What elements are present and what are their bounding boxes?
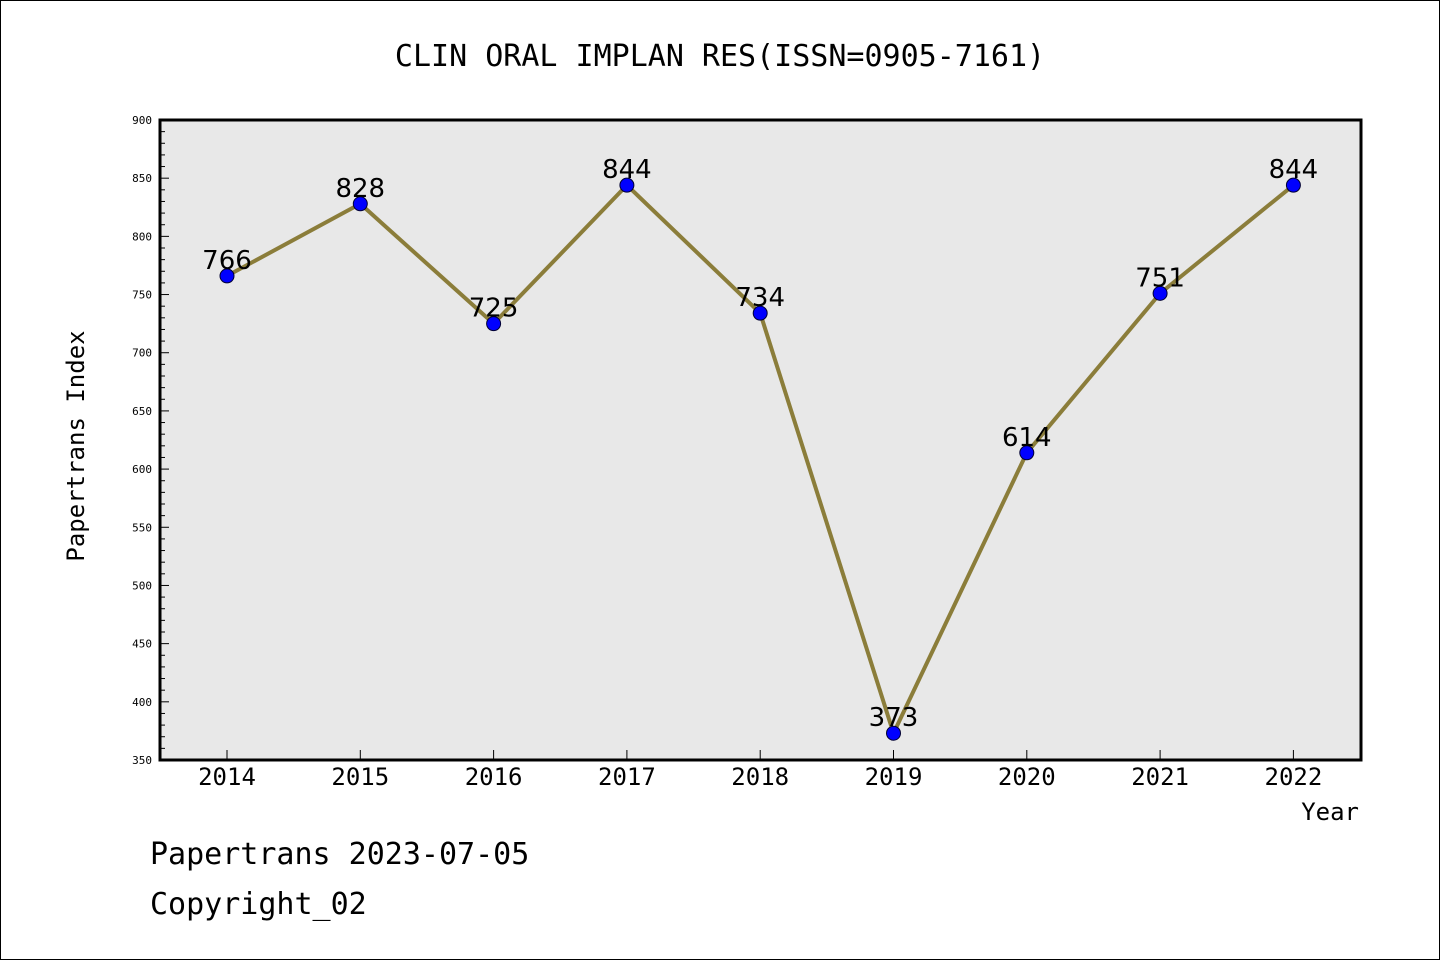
data-label: 734 [735,283,785,313]
y-tick-label: 550 [132,521,152,534]
y-tick-label: 650 [132,405,152,418]
data-point [1019,445,1035,461]
x-axis-label: Year [1301,798,1359,826]
x-tick-label: 2021 [1131,763,1189,791]
chart-title: CLIN ORAL IMPLAN RES(ISSN=0905-7161) [395,39,1045,74]
data-point [1152,285,1168,301]
x-tick-label: 2020 [998,763,1056,791]
y-tick-label: 750 [132,289,152,302]
data-point [619,177,635,193]
y-tick-label: 600 [132,463,152,476]
data-label: 844 [1269,155,1319,185]
data-label: 373 [869,703,919,733]
y-tick-label: 400 [132,696,152,709]
y-axis: 350 400 450 500 550 600 650 700 750 800 850 900 [132,114,169,767]
x-tick-label: 2022 [1265,763,1323,791]
x-tick-label: 2015 [331,763,389,791]
data-point [1285,177,1301,193]
y-tick-label: 800 [132,230,152,243]
data-point [486,316,502,332]
plot-area [158,118,1363,762]
x-axis: 2014 2015 2016 2017 2018 2019 2020 2021 2022 [198,750,1322,791]
data-label: 751 [1135,263,1185,293]
data-label: 766 [202,246,252,276]
footer-date: Papertrans 2023-07-05 [150,837,529,872]
x-tick-label: 2014 [198,763,256,791]
y-tick-label: 350 [132,754,152,767]
data-point [752,305,768,321]
y-tick-label: 700 [132,347,152,360]
data-point [219,268,235,284]
x-tick-label: 2016 [465,763,523,791]
x-tick-label: 2017 [598,763,656,791]
y-tick-label: 900 [132,114,152,127]
series [219,177,1301,741]
data-labels: 766 828 725 844 734 373 614 751 844 [202,155,1318,733]
data-point [886,725,901,741]
data-label: 844 [602,155,652,185]
footer-copyright: Copyright_02 [150,887,367,922]
data-point [352,196,368,212]
y-tick-label: 500 [132,579,152,592]
y-axis-label: Papertrans Index [62,330,90,561]
data-label: 614 [1002,423,1052,453]
x-tick-label: 2018 [731,763,789,791]
y-tick-label: 850 [132,172,152,185]
y-tick-label: 450 [132,638,152,651]
data-label: 725 [469,294,519,324]
data-label: 828 [335,174,385,204]
x-tick-label: 2019 [865,763,923,791]
